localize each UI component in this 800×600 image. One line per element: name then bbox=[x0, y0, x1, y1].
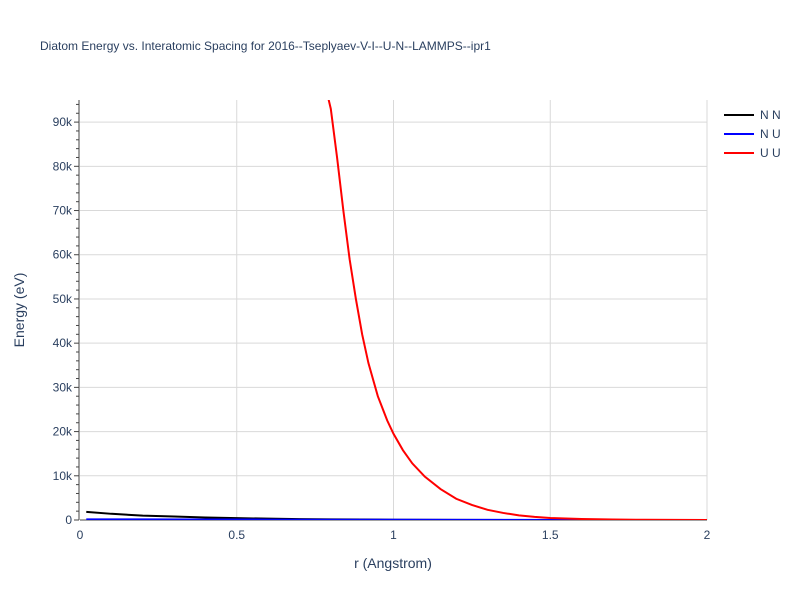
x-tick-label: 1.5 bbox=[542, 528, 559, 542]
x-tick-label: 1 bbox=[390, 528, 397, 542]
y-tick-label: 60k bbox=[53, 248, 73, 262]
legend-label: N N bbox=[760, 108, 781, 122]
x-tick-label: 2 bbox=[704, 528, 711, 542]
y-tick-label: 10k bbox=[53, 469, 73, 483]
legend-item[interactable]: N N bbox=[724, 108, 781, 122]
y-tick-label: 80k bbox=[53, 159, 73, 173]
plot-area bbox=[86, 100, 707, 520]
y-tick-label: 50k bbox=[53, 292, 73, 306]
legend: N N N U U U bbox=[724, 108, 781, 160]
y-tick-label: 30k bbox=[53, 380, 73, 394]
legend-item[interactable]: N U bbox=[724, 127, 781, 141]
x-tick-label: 0 bbox=[77, 528, 84, 542]
y-tick-label: 90k bbox=[53, 115, 73, 129]
y-tick-label: 20k bbox=[53, 425, 73, 439]
axes: 0 0.5 1 1.5 2 0 10k 20k 30k 40k 50k 60k 70k 80k 90k bbox=[53, 100, 711, 542]
grid bbox=[80, 100, 708, 520]
y-tick-label: 0 bbox=[65, 513, 72, 527]
x-axis-title: r (Angstrom) bbox=[354, 555, 432, 571]
legend-label: N U bbox=[760, 127, 781, 141]
y-axis-title: Energy (eV) bbox=[11, 273, 27, 348]
y-tick-label: 70k bbox=[53, 204, 73, 218]
x-tick-label: 0.5 bbox=[228, 528, 245, 542]
y-tick-label: 40k bbox=[53, 336, 73, 350]
legend-item[interactable]: U U bbox=[724, 146, 781, 160]
legend-label: U U bbox=[760, 146, 781, 160]
series-line-u-u bbox=[327, 100, 707, 520]
chart-title: Diatom Energy vs. Interatomic Spacing fo… bbox=[40, 39, 491, 53]
